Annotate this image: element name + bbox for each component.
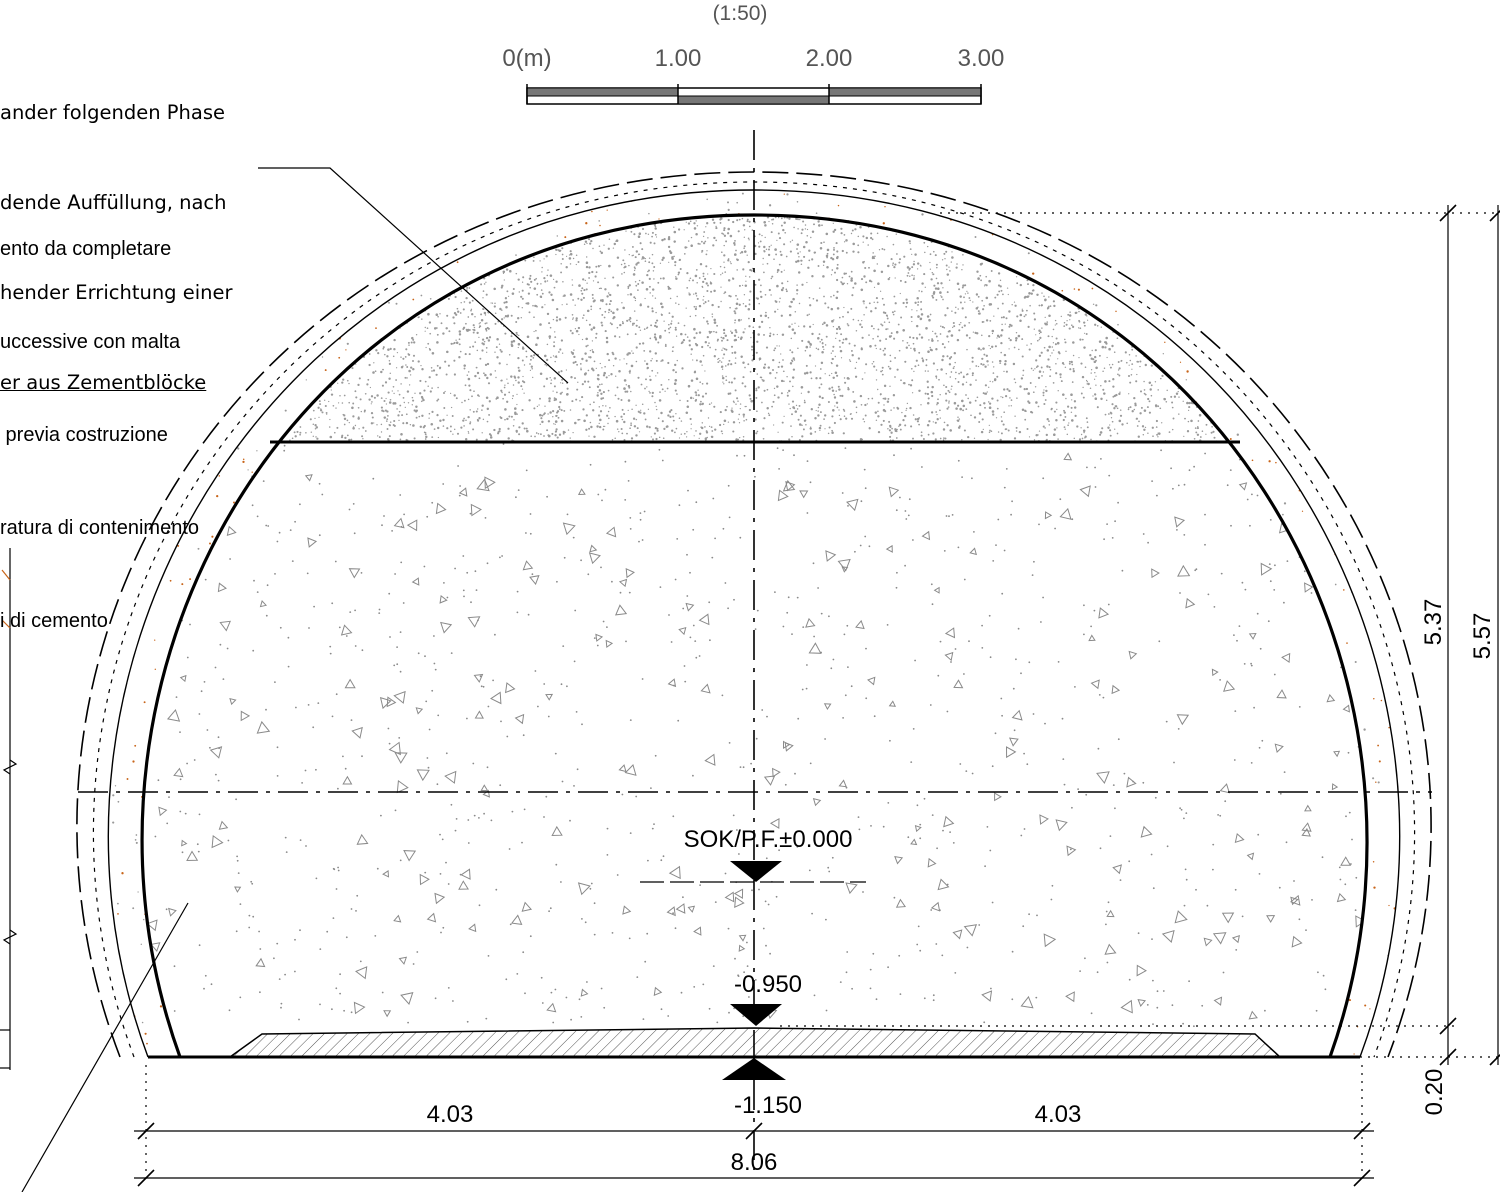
note-german-line-1: ander folgenden Phase bbox=[0, 101, 226, 124]
dimension-total-width: 8.06 bbox=[731, 1149, 778, 1176]
level-label-bottom: -1.150 bbox=[734, 1092, 802, 1119]
inner-arch-contour bbox=[140, 213, 1369, 1058]
note-italian: ento da completare uccessive con malta p… bbox=[0, 172, 199, 668]
note-german: ander folgenden Phase dende Auffüllung, … bbox=[0, 38, 233, 428]
scale-label-3: 3.00 bbox=[958, 45, 1005, 72]
note-german-line-4: er aus Zementblöcke bbox=[0, 371, 207, 394]
note-italian-line-5: i di cemento bbox=[0, 610, 108, 632]
vertical-dimensions bbox=[780, 204, 1500, 1066]
note-italian-line-4: ratura di contenimento bbox=[0, 517, 200, 539]
dimension-half-right: 4.03 bbox=[1035, 1101, 1082, 1128]
level-marker-mid bbox=[730, 1004, 782, 1026]
leader-line-top bbox=[258, 167, 569, 384]
scale-label-2: 2.00 bbox=[806, 45, 853, 72]
scale-ratio: (1:50) bbox=[713, 2, 768, 25]
scale-label-0: 0(m) bbox=[502, 45, 551, 72]
level-marker-top bbox=[640, 861, 866, 883]
dimension-half-left: 4.03 bbox=[427, 1101, 474, 1128]
note-german-line-2: dende Auffüllung, nach bbox=[0, 191, 227, 214]
dimension-height-outer: 5.57 bbox=[1469, 613, 1496, 660]
gravel-crown-fill bbox=[269, 215, 1241, 443]
note-italian-line-1: ento da completare bbox=[0, 238, 172, 260]
level-label-top: SOK/P.F.±0.000 bbox=[684, 826, 853, 853]
scale-bar bbox=[526, 84, 982, 105]
floor-slab-hatched bbox=[227, 1027, 1282, 1058]
level-label-mid: -0.950 bbox=[734, 971, 802, 998]
note-german-line-3: hender Errichtung einer bbox=[0, 281, 233, 304]
horizontal-dimensions bbox=[134, 1065, 1374, 1187]
dimension-slab: 0.20 bbox=[1421, 1069, 1448, 1116]
note-italian-line-2: uccessive con malta bbox=[0, 331, 181, 353]
leader-line-bottom bbox=[21, 902, 189, 1192]
adjacent-section-fragment bbox=[0, 548, 18, 1070]
note-italian-line-3: previa costruzione bbox=[0, 424, 168, 446]
level-marker-bottom bbox=[722, 1058, 786, 1080]
dimension-height-inner: 5.37 bbox=[1420, 599, 1447, 646]
scale-label-1: 1.00 bbox=[655, 45, 702, 72]
